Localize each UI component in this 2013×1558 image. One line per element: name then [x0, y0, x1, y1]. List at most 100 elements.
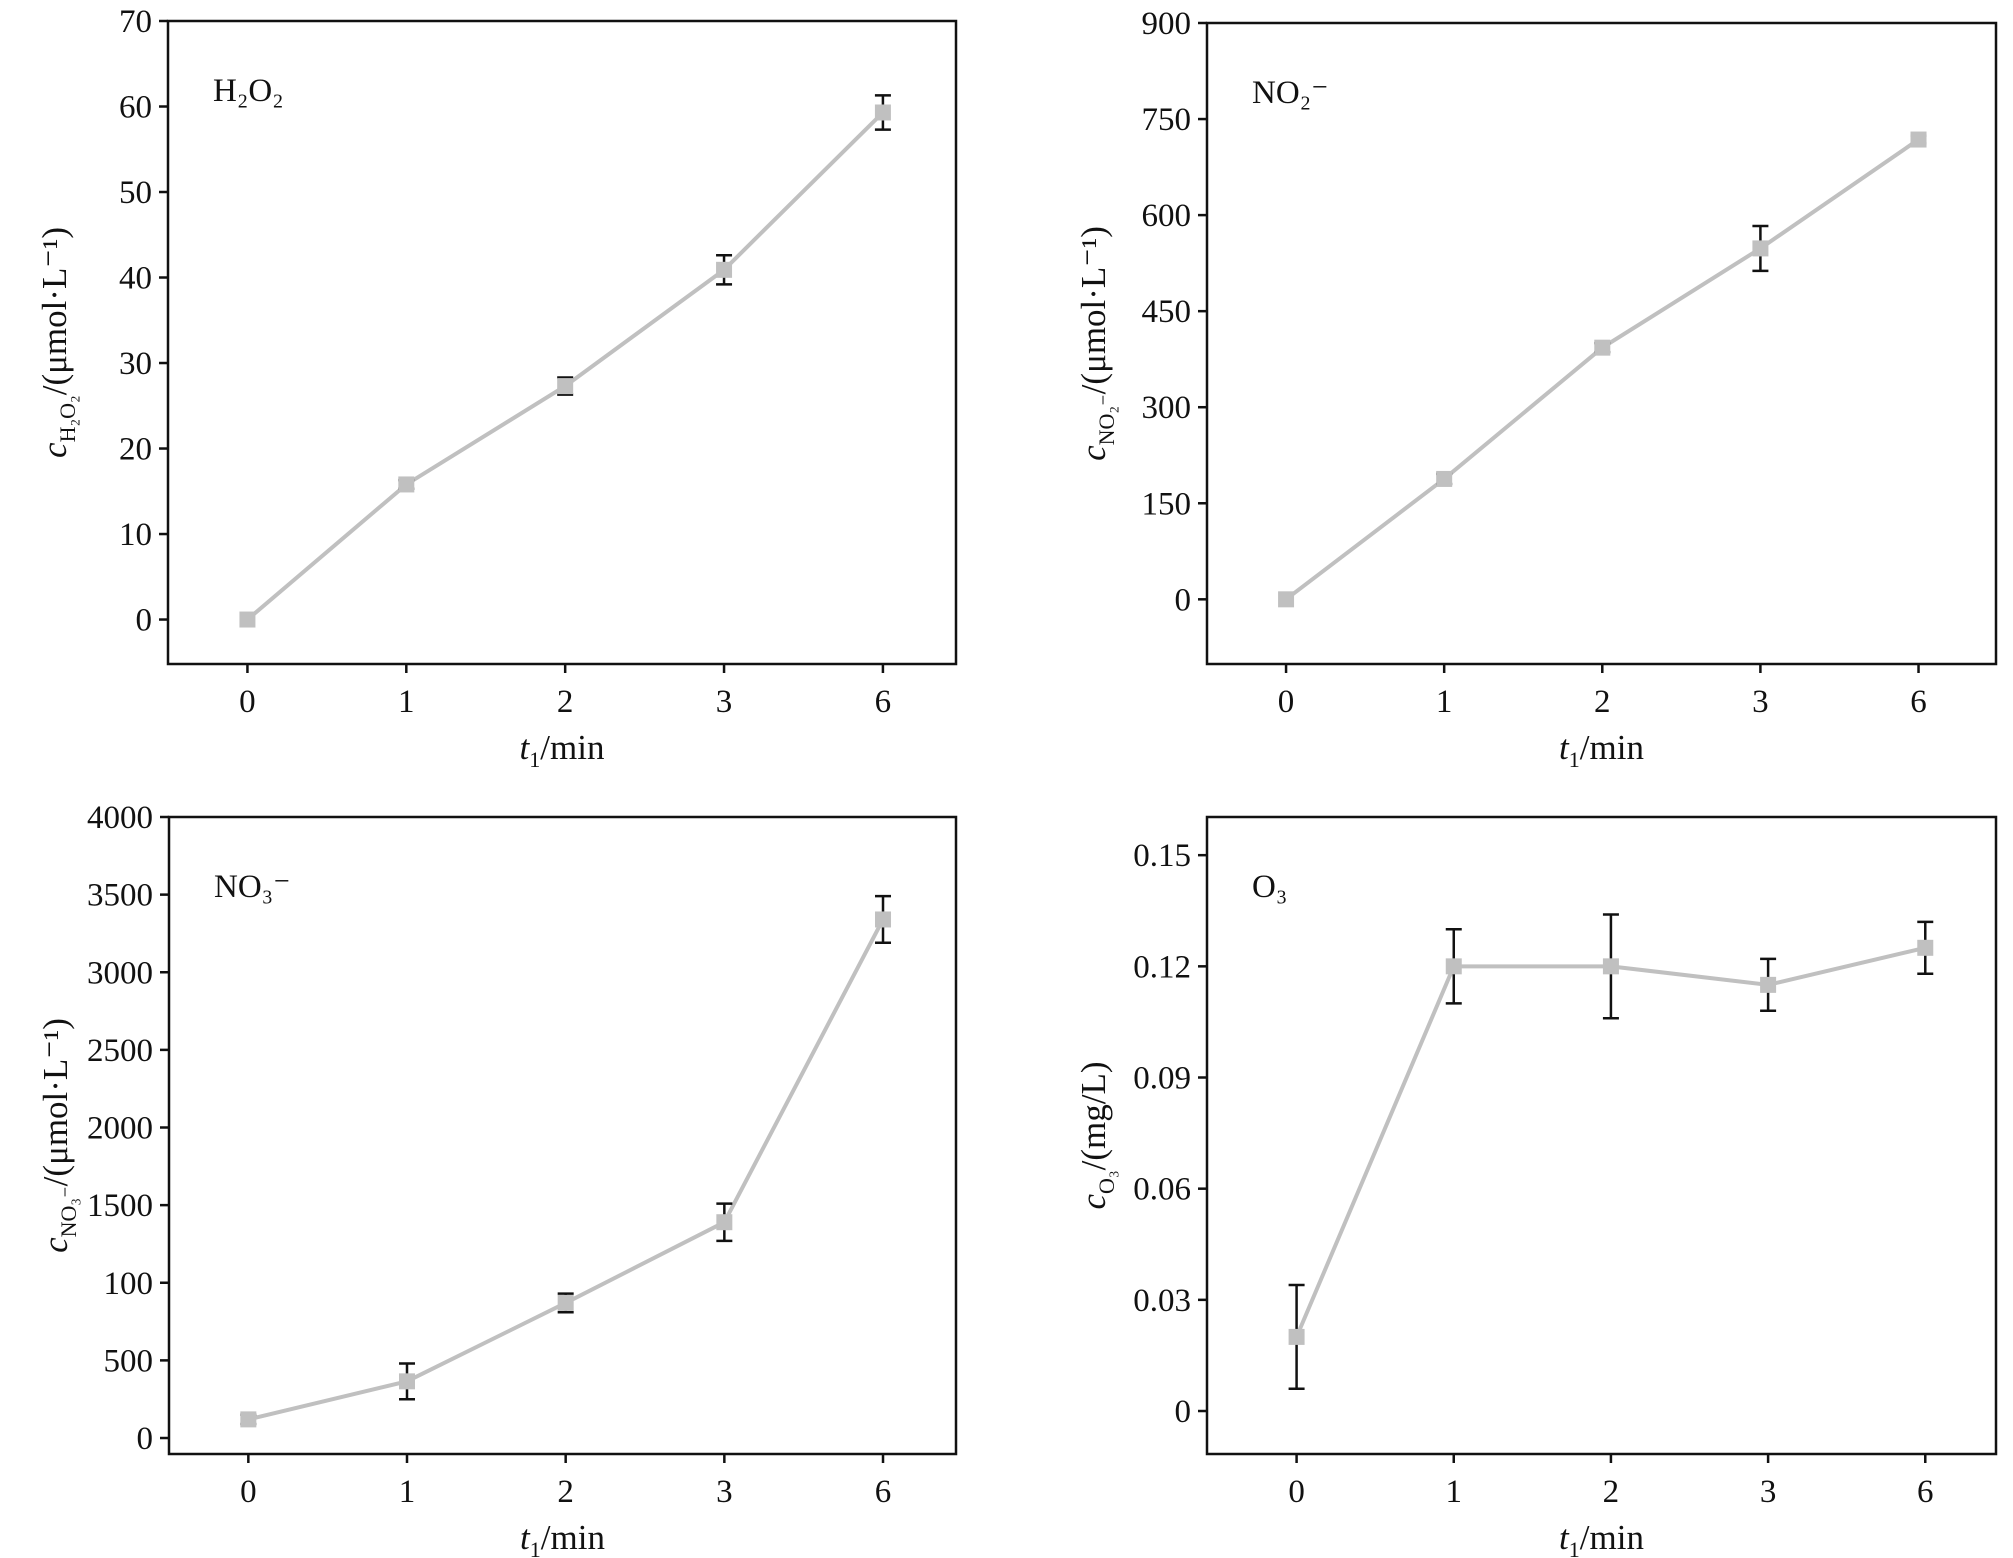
y-tick-label: 600: [1142, 198, 1192, 234]
data-point-marker: [1602, 958, 1619, 975]
y-axis-label-var: c: [1074, 445, 1113, 461]
y-tick-label: 20: [119, 432, 152, 468]
data-point-marker: [1910, 131, 1927, 148]
x-axis-label-unit: /min: [1580, 1518, 1644, 1557]
x-tick-label: 2: [557, 684, 574, 720]
x-axis-label-sub: 1: [1569, 747, 1580, 772]
x-tick-label: 0: [1278, 684, 1295, 720]
x-axis-label: t1/min: [520, 728, 605, 772]
y-tick-label: 0: [1175, 1394, 1192, 1430]
data-point-marker: [557, 1294, 574, 1311]
series-line: [246, 111, 885, 622]
y-tick-label: 3000: [87, 955, 153, 991]
x-tick-label: 3: [1760, 1474, 1777, 1510]
y-tick-label: 0: [136, 603, 153, 639]
y-tick-label: 0: [137, 1421, 154, 1457]
y-tick-label: 10: [119, 517, 152, 553]
data-point-marker: [240, 1411, 257, 1428]
y-tick-label: 0.12: [1133, 949, 1191, 985]
x-axis-label-unit: /min: [1580, 728, 1644, 767]
y-axis-label-var: c: [36, 1237, 75, 1253]
data-point-marker: [239, 611, 256, 628]
y-axis-label: cNO₃⁻/(μmol·L⁻¹): [36, 1018, 81, 1253]
y-tick-label: 4000: [87, 800, 153, 836]
data-point-marker: [399, 1373, 416, 1390]
species-annotation: NO₃⁻: [214, 869, 291, 905]
y-tick-label: 1500: [87, 1188, 153, 1224]
y-tick-label: 2000: [87, 1111, 153, 1147]
x-tick-label: 2: [557, 1474, 574, 1510]
plot-frame: [167, 815, 958, 1456]
y-tick-label: 30: [119, 346, 152, 382]
y-axis-label: cNO₂⁻/(μmol·L⁻¹): [1074, 226, 1119, 461]
y-tick-label: 100: [104, 1266, 154, 1302]
data-point-marker: [874, 104, 891, 121]
y-tick-label: 0: [1175, 582, 1192, 618]
data-point-marker: [1594, 339, 1611, 356]
species-annotation: H₂O₂: [213, 73, 284, 109]
x-tick-label: 2: [1603, 1474, 1620, 1510]
y-tick-label: 0.03: [1133, 1283, 1191, 1319]
y-axis-label-var: c: [1074, 1193, 1113, 1209]
data-point-marker: [1760, 976, 1777, 993]
y-tick-label: 40: [119, 261, 152, 297]
y-axis-label-sub: NO₃⁻: [56, 1186, 81, 1237]
data-point-marker: [875, 911, 892, 928]
y-axis-label-sub: O₃: [1094, 1170, 1119, 1194]
data-point-marker: [398, 476, 415, 493]
data-point-marker: [1752, 240, 1769, 257]
x-axis-label: t1/min: [1559, 728, 1644, 772]
x-axis-label-sub: 1: [529, 747, 540, 772]
y-tick-label: 0.06: [1133, 1172, 1191, 1208]
y-tick-label: 300: [1142, 390, 1192, 426]
x-tick-label: 0: [239, 684, 256, 720]
x-tick-label: 6: [875, 1474, 892, 1510]
species-annotation: NO₂⁻: [1252, 75, 1329, 111]
data-point-marker: [1278, 591, 1295, 608]
x-tick-label: 3: [716, 1474, 733, 1510]
y-tick-label: 0.15: [1133, 838, 1191, 874]
series-line: [247, 918, 885, 1422]
chart-panel-4: 00.030.060.090.120.150 1 2 3 6t1/mincO₃/(mg/…: [1074, 815, 1998, 1558]
y-tick-label: 500: [104, 1343, 154, 1379]
y-axis-label-unit: /(μmol·L⁻¹): [35, 227, 74, 395]
x-axis-label-sub: 1: [1569, 1537, 1580, 1558]
y-tick-label: 2500: [87, 1033, 153, 1069]
y-tick-label: 0.09: [1133, 1061, 1191, 1097]
data-point-marker: [1445, 958, 1462, 975]
x-tick-label: 1: [1446, 1474, 1463, 1510]
x-tick-label: 0: [1288, 1474, 1305, 1510]
x-tick-label: 6: [875, 684, 892, 720]
plot-frame: [166, 19, 958, 666]
x-tick-label: 6: [1910, 684, 1927, 720]
x-tick-label: 3: [1752, 684, 1769, 720]
data-point-marker: [1917, 939, 1934, 956]
y-tick-label: 900: [1142, 6, 1192, 42]
data-point-marker: [1436, 470, 1453, 487]
y-axis-label: cH₂O₂/(μmol·L⁻¹): [35, 227, 80, 458]
x-axis-label-var: t: [520, 728, 531, 767]
x-tick-label: 0: [240, 1474, 257, 1510]
y-tick-label: 60: [119, 90, 152, 126]
y-tick-label: 70: [119, 4, 152, 40]
x-axis-label-var: t: [520, 1518, 531, 1557]
data-point-marker: [557, 378, 574, 395]
y-axis-label-unit: /(mg/L): [1074, 1062, 1113, 1171]
species-annotation: O₃: [1252, 869, 1287, 905]
x-axis-label: t1/min: [520, 1518, 605, 1558]
x-axis-label-var: t: [1559, 1518, 1570, 1557]
plot-frame: [1205, 815, 1998, 1456]
y-axis-label-sub: NO₂⁻: [1094, 394, 1119, 445]
x-axis-label: t1/min: [1559, 1518, 1644, 1558]
series-line: [1284, 137, 1920, 601]
y-axis-label-unit: /(μmol·L⁻¹): [1074, 226, 1113, 394]
y-tick-label: 50: [119, 175, 152, 211]
data-point-marker: [1288, 1328, 1305, 1345]
data-point-marker: [716, 261, 733, 278]
y-axis-label-var: c: [35, 442, 74, 458]
y-tick-label: 450: [1142, 294, 1192, 330]
